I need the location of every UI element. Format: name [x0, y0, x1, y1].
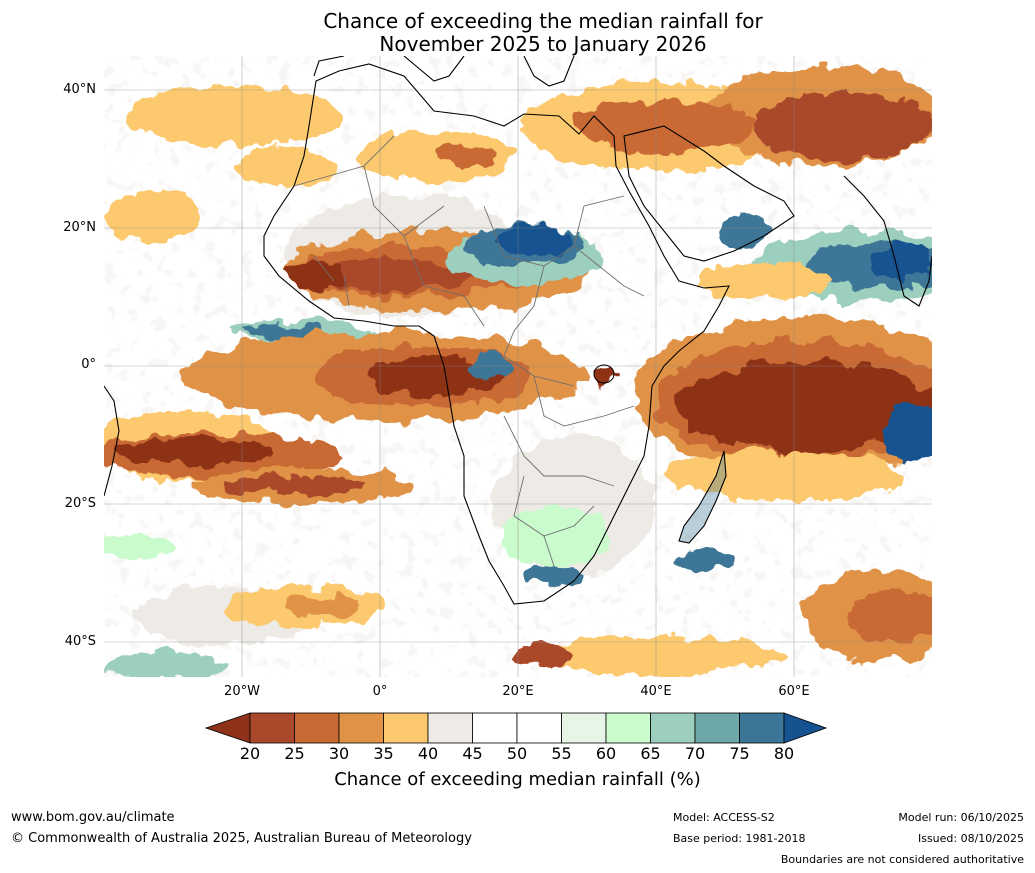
- colorbar-tick: 55: [551, 744, 572, 763]
- lat-label-20n: 20°N: [63, 220, 96, 235]
- country-borders: [293, 135, 645, 567]
- colorbar-cell: [650, 712, 696, 744]
- colorbar-tick: 60: [595, 744, 617, 763]
- india-coastline: [843, 175, 932, 307]
- colorbar-cell: [605, 712, 651, 744]
- lon-label-40e: 40°E: [640, 684, 672, 699]
- lat-label-20s: 20°S: [64, 496, 96, 511]
- lon-label-0: 0°: [372, 684, 388, 699]
- colorbar-arrow-low: [205, 712, 251, 744]
- model-text: Model: ACCESS-S2: [673, 811, 775, 824]
- africa-coastline: [263, 63, 730, 605]
- website-link[interactable]: www.bom.gov.au/climate: [11, 810, 175, 825]
- lat-label-40s: 40°S: [64, 634, 96, 649]
- colorbar-cell: [338, 712, 384, 744]
- colorbar-tick: 30: [328, 744, 350, 763]
- disclaimer-text: Boundaries are not considered authoritat…: [780, 853, 1024, 866]
- colorbar-tick: 70: [684, 744, 706, 763]
- colorbar-tick: 25: [284, 744, 305, 763]
- colorbar-cell: [694, 712, 740, 744]
- colorbar-cell: [249, 712, 295, 744]
- lat-label-40n: 40°N: [63, 82, 96, 97]
- colorbar-cell: [427, 712, 473, 744]
- colorbar-title: Chance of exceeding median rainfall (%): [334, 769, 701, 790]
- issued-text: Issued: 08/10/2025: [917, 832, 1024, 845]
- colorbar-tick: 50: [506, 744, 528, 763]
- colorbar-tick: 20: [239, 744, 261, 763]
- colorbar-tick: 40: [417, 744, 439, 763]
- map-title-line-2: November 2025 to January 2026: [379, 32, 707, 56]
- colorbar-arrow-high: [783, 712, 828, 744]
- rainfall-probability-map: [104, 56, 932, 677]
- arabia-coastline: [623, 125, 795, 262]
- colorbar-tick: 75: [729, 744, 750, 763]
- graticule: [104, 56, 932, 677]
- lon-label-20e: 20°E: [502, 684, 534, 699]
- base-period-text: Base period: 1981-2018: [673, 832, 806, 845]
- copyright-text: © Commonwealth of Australia 2025, Austra…: [11, 831, 472, 846]
- colorbar-cell: [383, 712, 429, 744]
- madagascar-coastline: [678, 450, 727, 544]
- colorbar-tick: 80: [773, 744, 795, 763]
- lon-label-20w: 20°W: [224, 684, 260, 699]
- colorbar-tick: 65: [640, 744, 661, 763]
- map-title-line-1: Chance of exceeding the median rainfall …: [323, 9, 763, 33]
- colorbar-tick: 45: [462, 744, 483, 763]
- colorbar: [205, 712, 828, 744]
- colorbar-cell: [472, 712, 518, 744]
- rainfall-anomaly-fields: [104, 66, 932, 677]
- lon-label-60e: 60°E: [778, 684, 810, 699]
- model-run-text: Model run: 06/10/2025: [898, 811, 1024, 824]
- lat-label-0: 0°: [81, 357, 96, 372]
- colorbar-cell: [294, 712, 340, 744]
- colorbar-tick: 35: [373, 744, 394, 763]
- colorbar-cell: [516, 712, 562, 744]
- colorbar-cell: [739, 712, 785, 744]
- colorbar-cell: [561, 712, 607, 744]
